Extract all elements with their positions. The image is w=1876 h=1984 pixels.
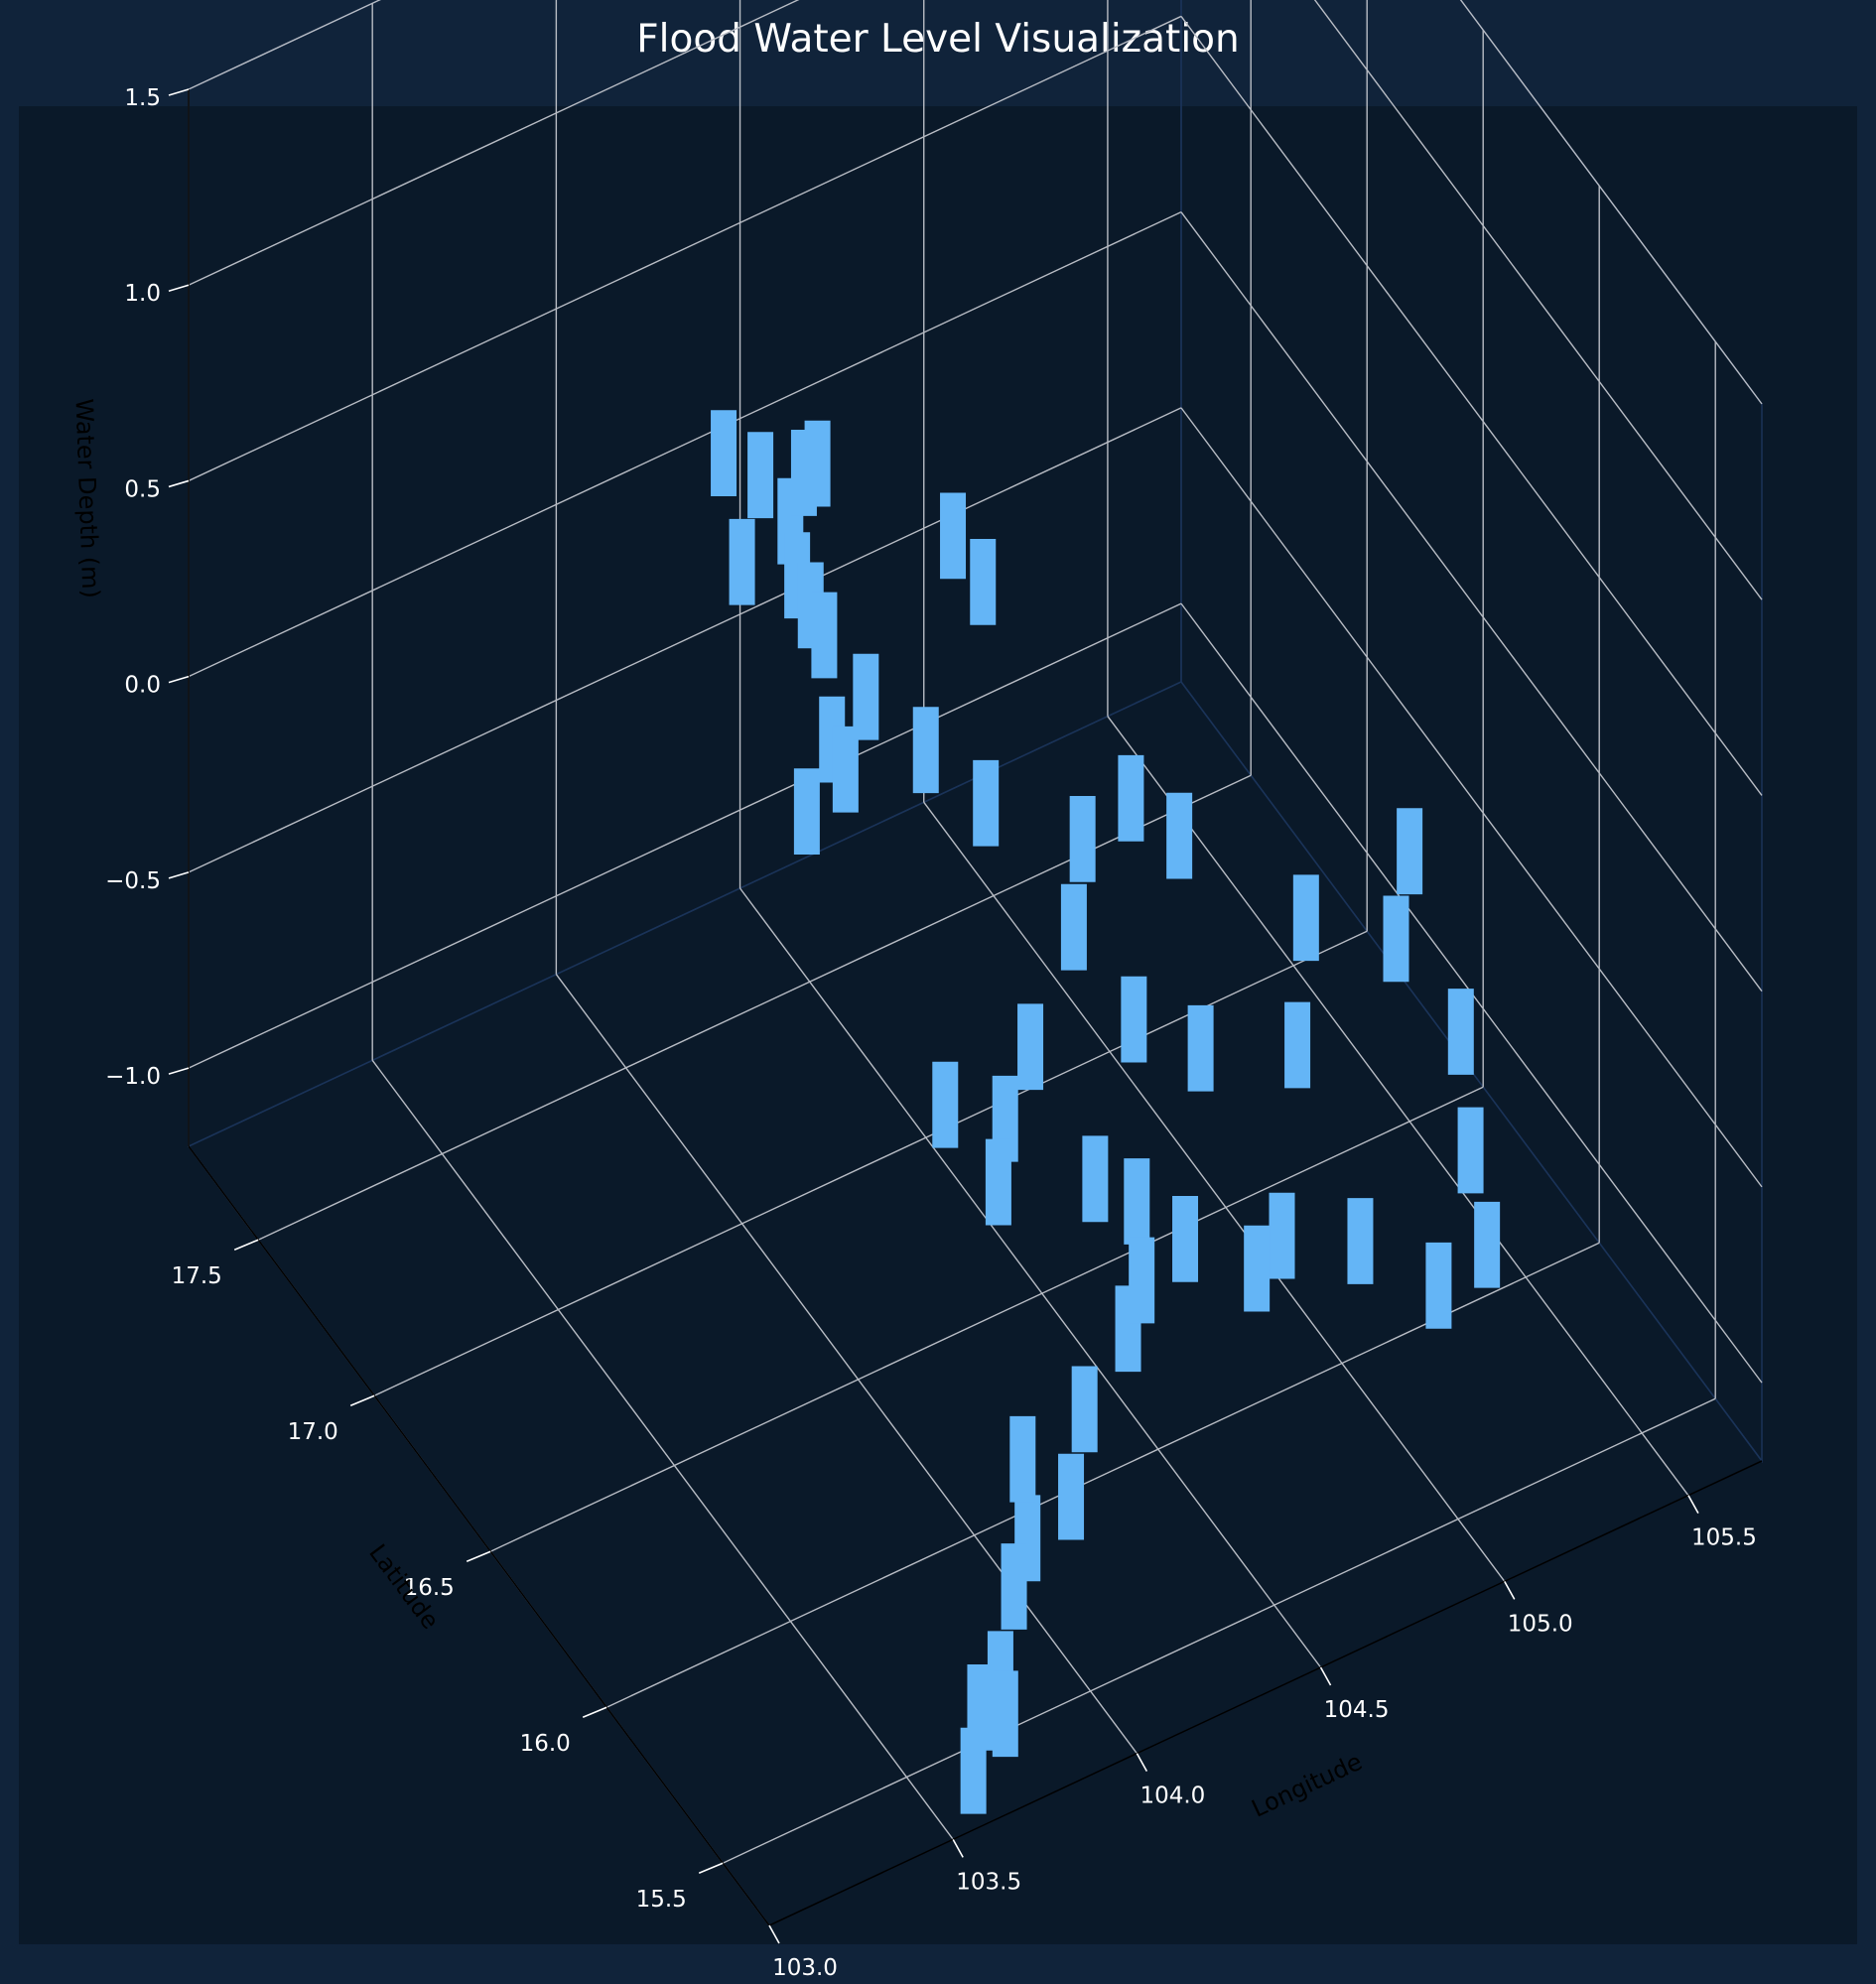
grid-line-z-back [188, 0, 381, 90]
y-tick-mark [233, 1239, 259, 1251]
z-tick-label: 1.5 [124, 85, 161, 111]
grid-line-x-floor [555, 974, 1138, 1755]
grid-line-x-floor [923, 801, 1506, 1582]
grid-line-z-side [1180, 211, 1763, 992]
grid-line-z-side [1313, 0, 1763, 600]
x-tick-label: 105.5 [1691, 1525, 1757, 1551]
grid-line-z-back [188, 0, 800, 286]
grid-line-z-back [188, 602, 1182, 1069]
x-tick-label: 105.0 [1508, 1611, 1573, 1637]
z-tick-mark [168, 675, 190, 684]
z-tick-label: 0.0 [124, 673, 161, 699]
grid-line-x-floor [738, 887, 1322, 1668]
x-tick-label: 103.5 [956, 1869, 1021, 1895]
x-tick-mark [768, 1924, 780, 1944]
z-tick-label: 1.0 [124, 281, 161, 307]
x-tick-mark [1687, 1495, 1699, 1515]
tick-marks [168, 88, 1699, 1944]
x-tick-mark [1319, 1666, 1332, 1686]
y-tick-labels: 15.5 16.0 16.5 17.0 17.5 [172, 1263, 687, 1913]
grid-lines [188, 0, 1763, 1926]
z-tick-mark [168, 284, 190, 292]
z-tick-mark [168, 479, 190, 488]
y-tick-mark [349, 1394, 375, 1406]
y-tick-label: 17.5 [172, 1263, 222, 1289]
grid-line-x-floor [371, 1059, 954, 1840]
chart-title: Flood Water Level Visualization [636, 17, 1240, 62]
side-pane [1180, 0, 1763, 1464]
x-tick-mark [952, 1838, 964, 1858]
grid-line-y-floor [722, 1397, 1716, 1864]
y-tick-label: 17.0 [288, 1419, 338, 1445]
z-tick-mark [168, 1067, 190, 1075]
x-tick-labels: 103.0 103.5 104.0 104.5 105.0 105.5 [772, 1525, 1757, 1981]
y-tick-mark [698, 1862, 724, 1874]
x-tick-mark [1504, 1580, 1516, 1600]
z-tick-label: 0.5 [124, 476, 161, 502]
grid-line-z-back [188, 15, 1182, 482]
y-tick-mark [582, 1706, 607, 1718]
data-series [711, 410, 1501, 1814]
y-tick-label: 16.0 [520, 1731, 571, 1757]
plot-area-background [19, 106, 1857, 1944]
grid-line-z-side [1459, 0, 1763, 405]
z-tick-mark [168, 871, 190, 879]
grid-line-z-side [1180, 407, 1763, 1188]
axis-lines [188, 89, 1763, 1926]
grid-line-y-floor [489, 1086, 1484, 1552]
x-tick-mark [1136, 1753, 1148, 1773]
y-tick-label: 16.5 [404, 1575, 455, 1601]
x-axis-line [768, 1460, 1763, 1926]
x-tick-label: 104.0 [1139, 1784, 1205, 1809]
y-axis-line [188, 1145, 770, 1926]
z-tick-label: −0.5 [105, 868, 161, 894]
grid-line-x-floor [1107, 716, 1689, 1497]
grid-line-z-back [188, 211, 1182, 678]
grid-line-z-side [1180, 16, 1763, 796]
z-tick-labels: −1.0 −0.5 0.0 0.5 1.0 1.5 [105, 85, 161, 1090]
x-tick-label: 104.5 [1324, 1697, 1390, 1723]
y-tick-mark [466, 1550, 491, 1562]
x-tick-label: 103.0 [772, 1955, 838, 1981]
y-tick-label: 15.5 [636, 1887, 687, 1913]
grid-line-z-back [188, 407, 1182, 873]
z-tick-label: −1.0 [105, 1064, 161, 1090]
z-tick-mark [168, 88, 190, 96]
